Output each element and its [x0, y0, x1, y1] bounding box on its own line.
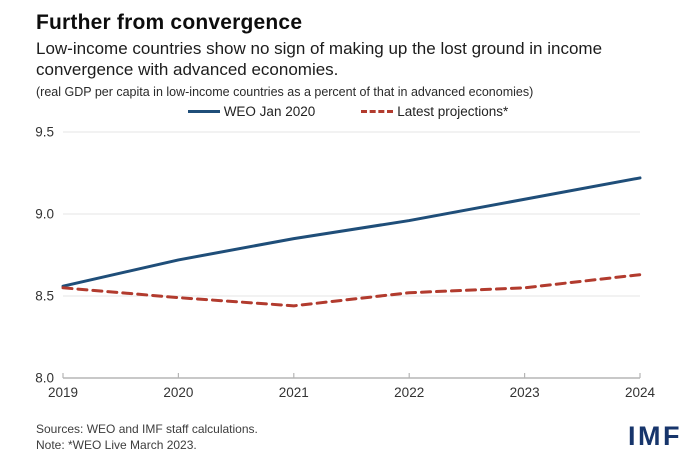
line-chart-svg: 2019 2020 2021 2022 2023 2024 8.0 8.5 9.0 9.5	[35, 125, 656, 401]
chart-unit-note: (real GDP per capita in low-income count…	[36, 84, 534, 99]
line-chart: 2019 2020 2021 2022 2023 2024 8.0 8.5 9.0 9.5	[0, 125, 696, 407]
y-tick-label: 9.5	[35, 125, 54, 140]
chart-title: Further from convergence	[36, 11, 303, 34]
y-tick-label: 9.0	[35, 207, 54, 222]
sources-note: Sources: WEO and IMF staff calculations.	[36, 422, 258, 436]
legend-label: WEO Jan 2020	[223, 104, 316, 119]
x-tick-label: 2022	[394, 385, 424, 400]
x-tick-label: 2019	[48, 385, 78, 400]
y-tick-label: 8.5	[35, 289, 54, 304]
solid-line-swatch-icon	[187, 110, 220, 113]
chart-subtitle: Low-income countries show no sign of mak…	[36, 39, 603, 80]
footnote: Note: *WEO Live March 2023.	[36, 437, 197, 452]
imf-logo: IMF	[628, 421, 682, 451]
series-line-latest-projections-	[61, 273, 642, 308]
chart-legend: WEO Jan 2020 Latest projections*	[0, 104, 696, 119]
x-tick-label: 2024	[625, 385, 656, 400]
chart-footer: Sources: WEO and IMF staff calculations.…	[36, 422, 258, 453]
legend-item-weo-jan-2020: WEO Jan 2020	[187, 104, 316, 119]
y-tick-label: 8.0	[35, 371, 54, 386]
x-tick-label: 2020	[163, 385, 193, 400]
legend-label: Latest projections*	[397, 104, 509, 119]
chart-header: Further from convergence Low-income coun…	[36, 11, 676, 99]
legend-item-latest-projections: Latest projections*	[361, 104, 508, 119]
x-tick-label: 2023	[510, 385, 540, 400]
x-tick-label: 2021	[279, 385, 309, 400]
series-line-weo-jan-2020	[61, 176, 642, 288]
dashed-line-swatch-icon	[361, 110, 394, 113]
